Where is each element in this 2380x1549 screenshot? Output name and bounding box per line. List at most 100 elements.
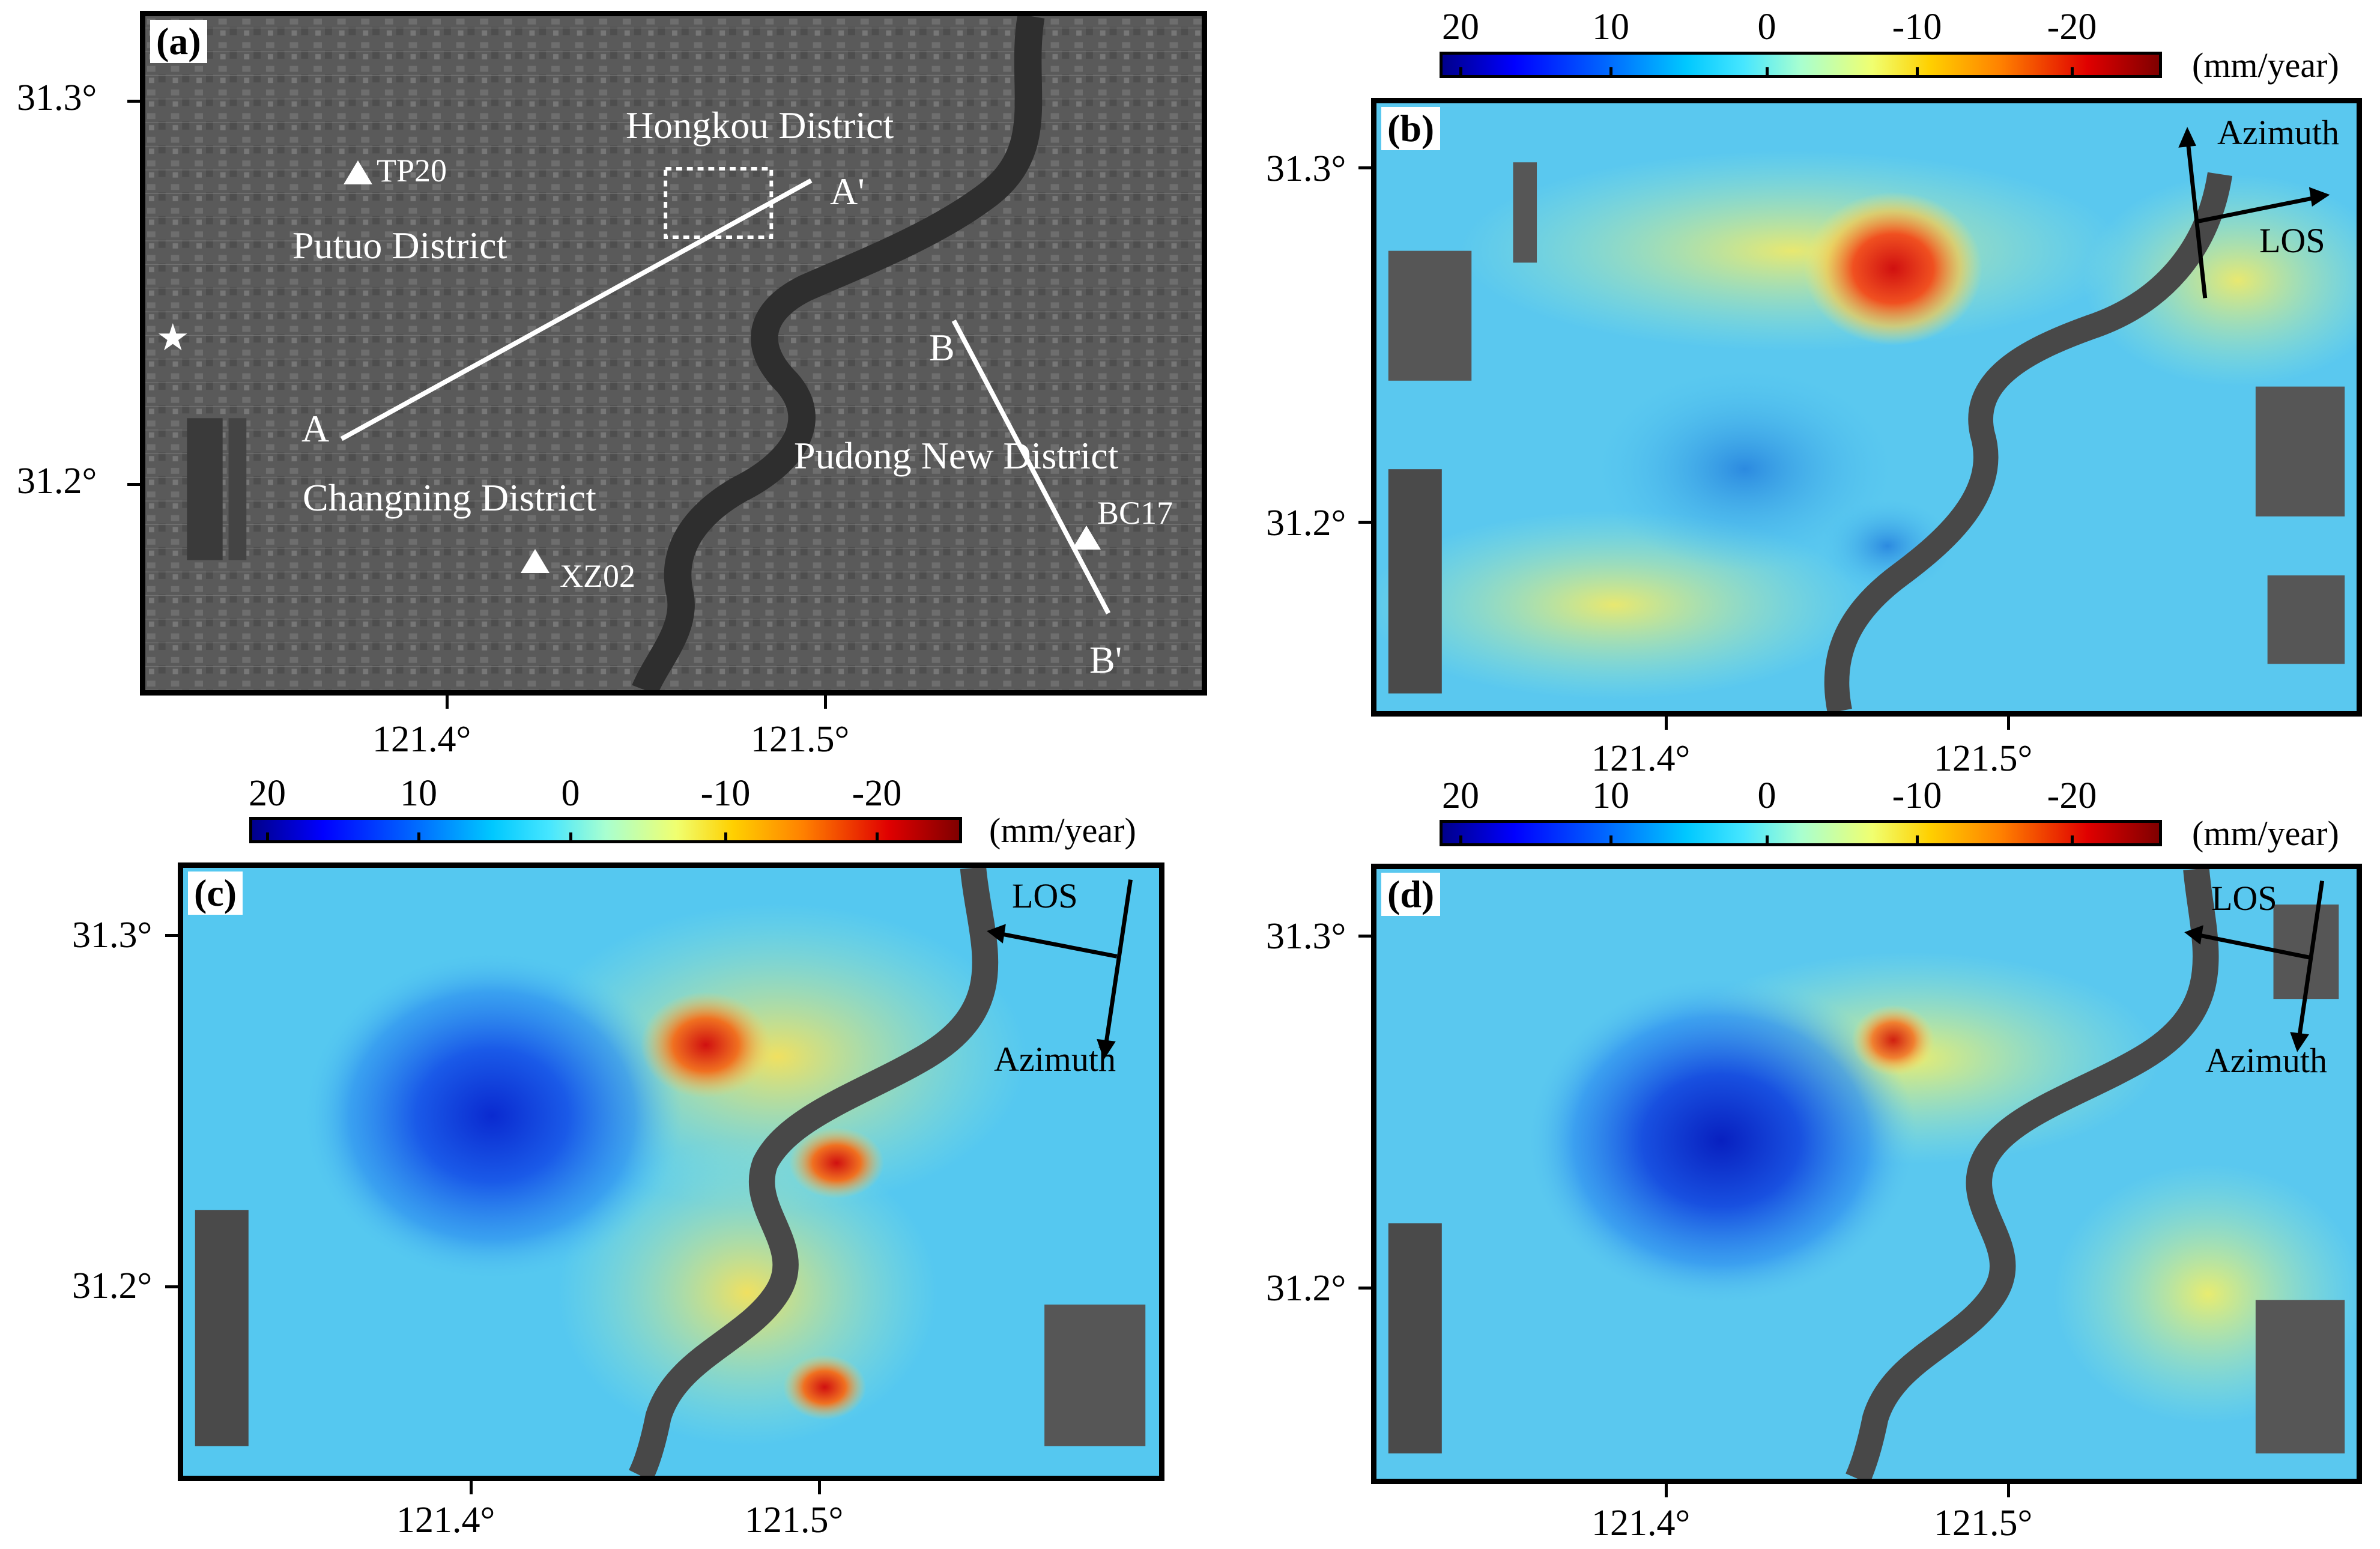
panel-b-lat-tickmark-2 <box>1358 521 1372 524</box>
pudong-district-label: Pudong New District <box>794 434 1119 477</box>
panel-d-lat-tick-2: 31.2° <box>1266 1268 1346 1309</box>
panel-c: (c) LOS Azimuth <box>178 862 1164 1481</box>
colorbar-d-tickmark <box>1766 835 1769 846</box>
colorbar-c-tick-n20: -20 <box>852 773 902 814</box>
panel-d-label: (d) <box>1381 873 1441 916</box>
panel-c-lat-tickmark-1 <box>165 934 178 937</box>
putuo-district-label: Putuo District <box>292 224 507 267</box>
colorbar-c-tick-0: 0 <box>561 773 580 814</box>
colorbar-d-tickmark <box>1459 835 1462 846</box>
panel-b: (b) Azimuth LOS <box>1371 98 2362 717</box>
panel-b-lon-tick-2: 121.5° <box>1934 738 2033 779</box>
panel-b-lon-tick-1: 121.4° <box>1591 738 1691 779</box>
panel-b-lat-tick-1: 31.3° <box>1266 148 1346 189</box>
panel-d-lon-tickmark-2 <box>2007 1484 2010 1497</box>
panel-c-lon-tick-2: 121.5° <box>745 1500 844 1541</box>
panel-d-lat-tick-1: 31.3° <box>1266 916 1346 957</box>
colorbar-c-tickmark <box>266 832 269 843</box>
panel-b-lon-tickmark-2 <box>2007 717 2010 730</box>
panel-c-velocity-map <box>183 868 1159 1476</box>
colorbar-b-tick-n20: -20 <box>2047 7 2097 47</box>
colorbar-b-tickmark <box>1916 67 1919 78</box>
panel-d-velocity-map <box>1376 869 2357 1479</box>
panel-a-lat-tick-1: 31.3° <box>17 77 97 118</box>
panel-c-los-label: LOS <box>1012 876 1078 915</box>
profile-a-prime-label: A' <box>830 170 865 213</box>
colorbar-b-tickmark <box>1609 67 1612 78</box>
colorbar-b-tickmark <box>1459 67 1462 78</box>
colorbar-b-tickmark <box>1766 67 1769 78</box>
panel-c-lat-tickmark-2 <box>165 1285 178 1288</box>
panel-d-azimuth-label: Azimuth <box>2205 1041 2327 1080</box>
colorbar-c-tickmark <box>876 832 879 843</box>
panel-b-lon-tickmark-1 <box>1665 717 1668 730</box>
colorbar-c-tickmark <box>417 832 420 843</box>
colorbar-b-tick-10: 10 <box>1592 7 1629 47</box>
colorbar-c <box>249 817 962 843</box>
colorbar-b-tick-0: 0 <box>1757 7 1776 47</box>
colorbar-b-tick-20: 20 <box>1442 7 1479 47</box>
panel-a-lat-tick-2: 31.2° <box>17 461 97 502</box>
panel-b-lat-tick-2: 31.2° <box>1266 503 1346 544</box>
panel-c-azimuth-los-arrows <box>987 879 1133 1060</box>
panel-c-lon-tick-1: 121.4° <box>396 1500 495 1541</box>
triangle-icon <box>521 549 550 573</box>
profile-b-prime-label: B' <box>1089 638 1122 681</box>
panel-d-lon-tickmark-1 <box>1665 1484 1668 1497</box>
colorbar-d-tick-n10: -10 <box>1892 775 1942 816</box>
triangle-icon <box>1072 526 1101 550</box>
panel-b-los-label: LOS <box>2259 221 2325 260</box>
panel-a-lon-tickmark-2 <box>824 696 827 709</box>
panel-d-lon-tick-1: 121.4° <box>1591 1503 1691 1544</box>
colorbar-c-tick-20: 20 <box>249 773 286 814</box>
colorbar-d <box>1440 820 2162 846</box>
panel-c-lon-tickmark-2 <box>818 1481 821 1494</box>
profile-b-label: B <box>929 326 955 369</box>
panel-b-label: (b) <box>1381 107 1441 150</box>
panel-a: (a) Hongkou District Putuo District Chan… <box>140 11 1207 696</box>
colorbar-c-tickmark <box>724 832 727 843</box>
panel-a-lat-tickmark-2 <box>127 483 141 486</box>
triangle-icon <box>344 160 372 184</box>
panel-a-lat-tickmark-1 <box>127 100 141 103</box>
colorbar-d-unit: (mm/year) <box>2192 814 2339 853</box>
colorbar-b-unit: (mm/year) <box>2192 46 2339 85</box>
panel-c-azimuth-label: Azimuth <box>994 1040 1116 1079</box>
panel-d: (d) LOS Azimuth <box>1371 864 2362 1484</box>
panel-d-lat-tickmark-1 <box>1358 935 1372 938</box>
station-tp20-label: TP20 <box>377 153 447 189</box>
colorbar-d-tickmark <box>1609 835 1612 846</box>
panel-c-lon-tickmark-1 <box>470 1481 473 1494</box>
panel-a-sar-image <box>145 16 1202 690</box>
colorbar-d-tick-10: 10 <box>1592 775 1629 816</box>
panel-d-lon-tick-2: 121.5° <box>1934 1503 2033 1544</box>
panel-b-azimuth-los-arrows <box>2178 127 2330 299</box>
colorbar-c-unit: (mm/year) <box>989 811 1136 850</box>
panel-b-azimuth-label: Azimuth <box>2217 113 2339 152</box>
panel-a-lon-tick-2: 121.5° <box>751 719 850 760</box>
panel-a-lon-tick-1: 121.4° <box>372 719 471 760</box>
changning-district-label: Changning District <box>303 476 596 519</box>
star-icon: ★ <box>156 318 190 359</box>
panel-d-los-label: LOS <box>2211 879 2277 918</box>
colorbar-d-tickmark <box>1916 835 1919 846</box>
colorbar-b-tickmark <box>2071 67 2074 78</box>
panel-a-label: (a) <box>150 20 207 63</box>
colorbar-b <box>1440 52 2162 78</box>
panel-c-label: (c) <box>188 872 243 915</box>
panel-d-lat-tickmark-2 <box>1358 1287 1372 1290</box>
colorbar-d-tick-n20: -20 <box>2047 775 2097 816</box>
panel-b-lat-tickmark-1 <box>1358 166 1372 169</box>
panel-a-lon-tickmark-1 <box>446 696 449 709</box>
hongkou-district-label: Hongkou District <box>626 104 894 147</box>
panel-b-velocity-map <box>1376 103 2357 711</box>
colorbar-d-tickmark <box>2071 835 2074 846</box>
colorbar-c-tickmark <box>569 832 572 843</box>
panel-d-azimuth-los-arrows <box>2184 881 2325 1052</box>
colorbar-d-tick-20: 20 <box>1442 775 1479 816</box>
panel-c-lat-tick-2: 31.2° <box>72 1266 153 1306</box>
colorbar-c-tick-10: 10 <box>400 773 437 814</box>
colorbar-b-tick-n10: -10 <box>1892 7 1942 47</box>
station-bc17-label: BC17 <box>1097 495 1173 531</box>
colorbar-d-tick-0: 0 <box>1757 775 1776 816</box>
